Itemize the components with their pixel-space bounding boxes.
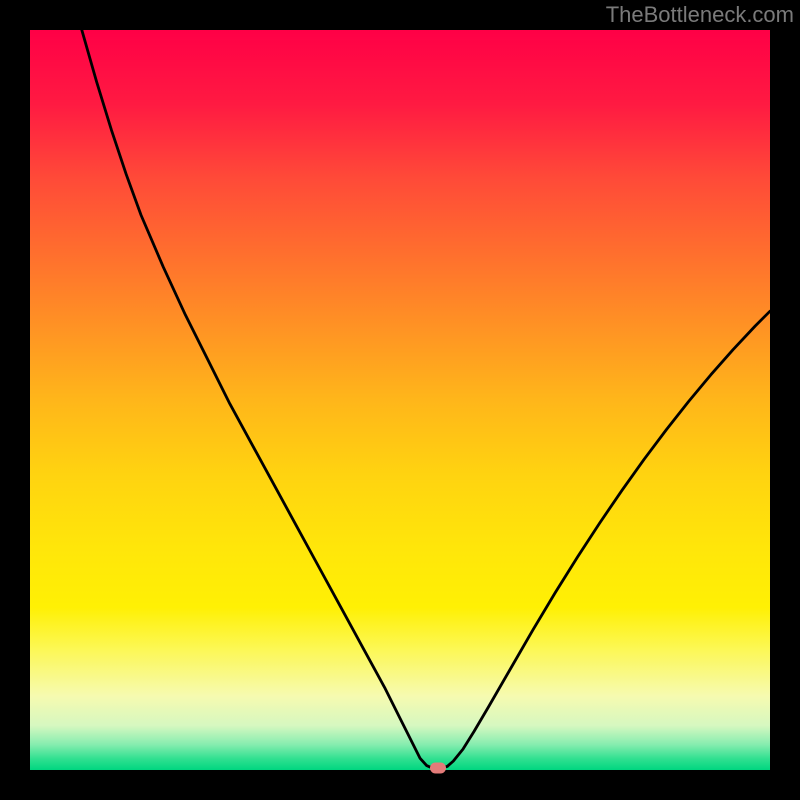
gradient-background: [30, 30, 770, 770]
chart-container: TheBottleneck.com: [0, 0, 800, 800]
plot-area: [30, 30, 770, 770]
watermark-text: TheBottleneck.com: [606, 2, 794, 28]
plot-svg: [30, 30, 770, 770]
bottleneck-marker: [430, 762, 446, 773]
